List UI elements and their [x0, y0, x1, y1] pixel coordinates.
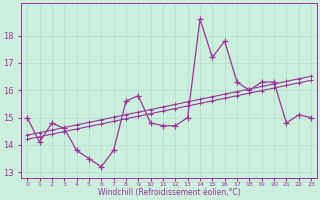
X-axis label: Windchill (Refroidissement éolien,°C): Windchill (Refroidissement éolien,°C): [98, 188, 241, 197]
